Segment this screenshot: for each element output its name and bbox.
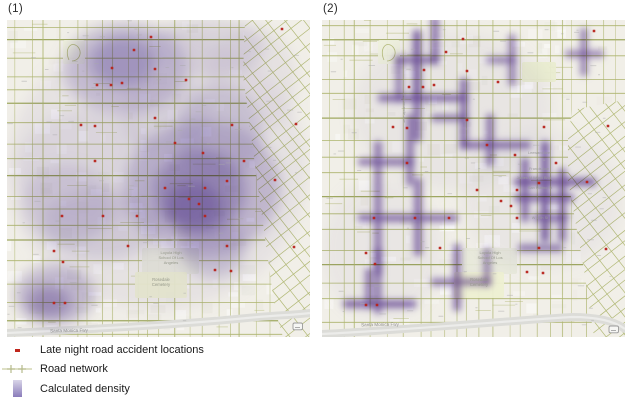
svg-text:Cemetery: Cemetery	[152, 282, 171, 287]
legend-item-accidents: Late night road accident locations	[0, 341, 320, 360]
svg-text:School Of Los: School Of Los	[158, 255, 183, 260]
svg-text:S Normandie Ave: S Normandie Ave	[402, 93, 406, 122]
svg-text:Cemetery: Cemetery	[470, 282, 489, 287]
svg-text:San Marino St: San Marino St	[528, 186, 553, 190]
map-panel-2: (2) Santa Monica Fwy Rosedale Cemetery Loyo…	[322, 0, 625, 337]
svg-text:Santa Monica Fwy: Santa Monica Fwy	[50, 328, 89, 334]
legend: Late night road accident locations Road …	[0, 341, 320, 399]
panel-2-label: (2)	[323, 3, 338, 15]
svg-text:Angeles: Angeles	[483, 260, 497, 265]
svg-text:James M Wood Blvd: James M Wood Blvd	[517, 176, 552, 180]
svg-text:Angeles: Angeles	[164, 260, 178, 265]
svg-text:W 11th St: W 11th St	[532, 216, 549, 220]
svg-text:School Of Los: School Of Los	[477, 255, 502, 260]
svg-text:Loyola High: Loyola High	[479, 250, 500, 255]
legend-label-road-network: Road network	[40, 362, 108, 375]
svg-text:Rosedale: Rosedale	[470, 277, 488, 282]
density-swatch-icon	[0, 380, 34, 397]
legend-label-accidents: Late night road accident locations	[40, 344, 204, 357]
legend-item-density: Calculated density	[0, 378, 320, 399]
panel-1-label: (1)	[8, 3, 23, 15]
legend-item-road-network: Road network	[0, 360, 320, 379]
svg-text:Rosedale: Rosedale	[152, 277, 170, 282]
svg-text:Santa Monica Fwy: Santa Monica Fwy	[361, 322, 400, 328]
svg-text:Loyola High: Loyola High	[160, 250, 181, 255]
svg-text:Leeward Ave: Leeward Ave	[528, 151, 550, 155]
svg-text:Francis Ave: Francis Ave	[529, 167, 549, 171]
legend-label-density: Calculated density	[40, 382, 130, 395]
accident-dot-icon	[0, 348, 34, 352]
map-panel-1: (1) Santa Monica Fwy Rosedale Cemetery Loyo…	[7, 0, 310, 337]
road-cross-icon	[0, 363, 34, 375]
